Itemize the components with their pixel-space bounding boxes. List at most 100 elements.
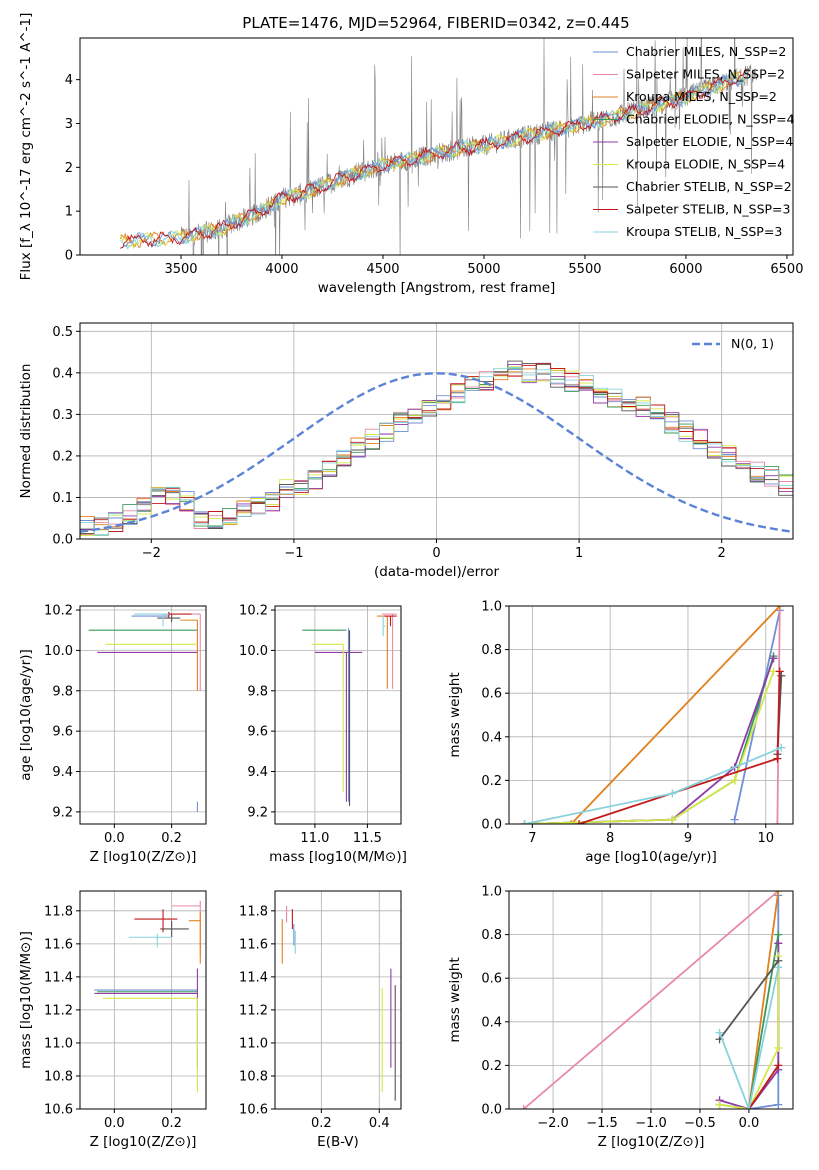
y-tick-label: 0.5 [52,325,73,340]
plot-area [275,606,401,824]
x-axis-label: E(B-V) [317,1134,359,1150]
y-tick-label: 0 [65,249,73,264]
mass-weight-vs-age-panel: 7 8 9 10 0.0 0.2 0.4 0.6 0.8 1.0 age [log10(age/yr… [447,600,794,865]
plot-area [80,323,793,539]
axes-frame [508,605,794,825]
y-tick-label: 9.6 [52,725,73,740]
y-tick-label: 11.8 [44,904,73,919]
y-tick-label: 10.2 [239,604,268,619]
x-tick-label: −1.0 [635,1116,667,1131]
x-tick-label: 6000 [669,262,702,277]
normal-distribution-curve [80,372,793,533]
residuals-panel: −2 −1 0 1 2 0.0 0.1 0.2 0.3 0.4 0.5 (data-model)/er… [18,322,794,580]
mass-weight-point [777,671,786,680]
mass-vs-metallicity-panel: 0.0 0.2 10.6 10.8 11.0 11.2 11.4 11.6 11.8 Z [log… [18,890,207,1150]
x-tick-label: 0.2 [161,831,182,846]
mass-weight-point [519,1105,528,1109]
legend-label: Chabrier MILES, N_SSP=2 [626,44,786,59]
y-tick-label: 9.8 [247,684,268,699]
x-tick-label: 0.2 [311,1116,332,1131]
legend-label: Salpeter STELIB, N_SSP=3 [626,202,790,217]
mass-weight-series-line [748,1064,780,1109]
y-tick-label: 1 [65,205,73,220]
y-tick-label: 0.8 [481,928,502,943]
mass-weight-point [774,930,783,939]
legend-label: Chabrier STELIB, N_SSP=2 [626,179,792,194]
residual-histogram-step [80,369,793,539]
model-spectrum-line [120,68,747,249]
plot-area [509,606,793,824]
y-tick-label: 0.6 [481,687,502,702]
mass-weight-point [715,1028,724,1037]
axes-frame [79,890,207,1110]
axes-frame [79,37,794,256]
residual-histogram-step [80,360,793,539]
mass-weight-point [774,891,783,895]
spectrum-panel: 3500 4000 4500 5000 5500 6000 6500 0 1 2 3 4 wavelen… [18,13,803,296]
x-tick-label: 8 [606,831,614,846]
legend-label: Chabrier ELODIE, N_SSP=4 [626,112,795,127]
y-tick-label: 0.0 [52,533,73,548]
y-tick-label: 10.0 [44,644,73,659]
y-tick-label: 1.0 [481,600,502,615]
mass-weight-series-line [718,960,780,1040]
y-tick-label: 0.3 [52,408,73,423]
y-axis-label: age [log10(age/yr)] [18,649,34,781]
x-tick-label: 9 [684,831,692,846]
x-tick-label: 0.4 [369,1116,390,1131]
mass-weight-point [774,939,783,948]
x-tick-label: −1.5 [586,1116,618,1131]
plot-area [275,891,401,1109]
mass-weight-vs-metallicity-panel: −2.0 −1.5 −1.0 −0.5 0.0 0.0 0.2 0.4 0.6 0.8 1.0 Z [… [447,885,794,1150]
residual-histogram-step [80,363,793,539]
y-tick-label: 11.6 [239,937,268,952]
x-tick-label: 0.0 [739,1116,760,1131]
y-axis-label: mass weight [447,957,463,1042]
y-tick-label: 4 [65,73,73,88]
y-tick-label: 11.2 [239,1003,268,1018]
y-tick-label: 11.0 [44,1036,73,1051]
x-tick-label: 5000 [467,262,500,277]
x-axis-label: mass [log10(M/M⊙)] [269,849,407,865]
y-tick-label: 10.2 [44,604,73,619]
plot-area [80,606,206,824]
mass-weight-series-line [748,891,780,1109]
x-tick-label: 1 [575,546,583,561]
legend-label: Kroupa MILES, N_SSP=2 [626,89,777,104]
x-tick-label: −1 [284,546,303,561]
mass-weight-point [774,1043,783,1052]
mass-weight-point [730,815,739,824]
residual-histogram-step [80,366,793,539]
mass-weight-point [744,1105,753,1109]
mass-weight-series-line [719,956,780,1109]
y-tick-label: 10.0 [239,644,268,659]
y-tick-label: 9.6 [247,725,268,740]
axes-frame [79,605,207,825]
y-tick-label: 11.4 [44,970,73,985]
y-tick-label: 3 [65,117,73,132]
legend-label: Salpeter ELODIE, N_SSP=4 [626,134,793,149]
mass-weight-point [769,654,778,663]
y-tick-label: 9.4 [52,765,73,780]
mass-weight-point [775,606,784,610]
mass-weight-point [575,820,584,824]
y-tick-label: 0.4 [52,366,73,381]
plot-area [80,891,206,1109]
x-tick-label: 4500 [366,262,399,277]
x-tick-label: 0.0 [104,1116,125,1131]
x-axis-label: wavelength [Angstrom, rest frame] [318,280,556,296]
x-tick-label: 7 [528,831,536,846]
y-tick-label: 11.4 [239,970,268,985]
axes-frame [274,890,402,1110]
x-axis-label: (data-model)/error [374,564,500,580]
plot-area [509,891,793,1109]
y-tick-label: 0.8 [481,643,502,658]
y-axis-label: Flux [f_λ 10^-17 erg cm^-2 s^-1 A^-1] [18,13,34,281]
x-tick-label: 11.0 [300,831,329,846]
mass-weight-point [773,754,782,763]
y-tick-label: 9.2 [52,805,73,820]
y-tick-label: 0.0 [481,818,502,833]
y-tick-label: 0.2 [481,774,502,789]
x-tick-label: 3500 [164,262,197,277]
y-tick-label: 2 [65,161,73,176]
